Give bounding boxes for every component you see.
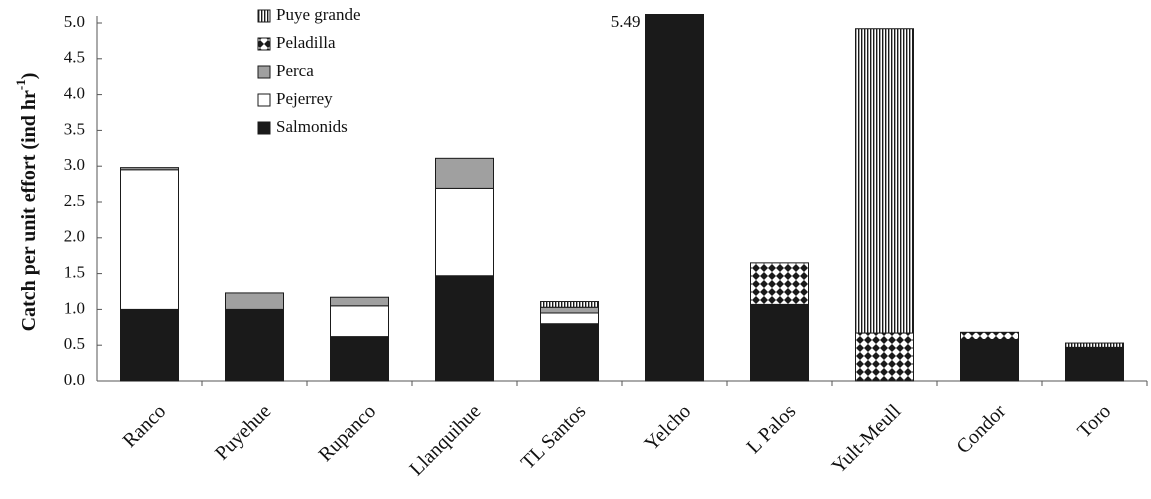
value-label: 5.49	[611, 12, 641, 31]
bar-segment	[330, 336, 389, 382]
bar-segment	[330, 305, 389, 338]
legend-label: Pejerrey	[276, 89, 333, 108]
x-tick-label: Puyehue	[211, 400, 275, 464]
legend-swatch	[257, 65, 271, 79]
legend-label: Salmonids	[276, 117, 348, 136]
bar-segment	[1065, 346, 1124, 382]
legend-swatch	[257, 93, 271, 107]
bar-segment	[435, 275, 494, 382]
y-label-end: )	[18, 73, 40, 80]
bar-segment	[645, 14, 704, 382]
bar-segment	[540, 306, 599, 314]
y-tick-label: 2.5	[64, 191, 85, 210]
y-axis-label: Catch per unit effort (ind hr-1)	[13, 73, 40, 332]
legend-swatch	[257, 9, 271, 23]
y-tick-label: 3.0	[64, 155, 85, 174]
bar-segment	[435, 187, 494, 277]
y-tick-label: 0.5	[64, 334, 85, 353]
x-tick-label: Yelcho	[640, 400, 695, 455]
legend-swatch	[257, 121, 271, 135]
y-tick-label: 1.5	[64, 263, 85, 282]
y-label-text: Catch per unit effort (ind hr	[18, 90, 40, 331]
x-tick-label: L Palos	[742, 400, 800, 458]
bar-segment	[960, 331, 1019, 340]
x-tick-label: Rupanco	[314, 400, 380, 466]
y-label-superscript: -1	[13, 79, 28, 90]
bar-segment	[120, 169, 179, 310]
bar-segment	[960, 338, 1019, 382]
y-tick-label: 0.0	[64, 370, 85, 389]
bar-segment	[540, 323, 599, 382]
y-tick-label: 2.0	[64, 227, 85, 246]
x-tick-label: Llanquihue	[405, 400, 485, 480]
x-tick-label: Toro	[1073, 400, 1115, 442]
bar-segment	[225, 292, 284, 310]
legend-label: Puye grande	[276, 5, 361, 24]
bar-segment	[540, 301, 599, 308]
bar-segment	[540, 312, 599, 325]
x-tick-label: Condor	[952, 400, 1010, 458]
x-tick-label: Yult-Meull	[828, 400, 906, 478]
legend-label: Peladilla	[276, 33, 336, 52]
y-tick-label: 3.5	[64, 119, 85, 138]
bar-segment	[750, 262, 809, 305]
y-tick-label: 4.0	[64, 84, 85, 103]
bar-segment	[120, 167, 179, 171]
bar-segment	[750, 303, 809, 382]
y-tick-label: 5.0	[64, 12, 85, 31]
x-tick-label: TL Santos	[517, 400, 591, 474]
legend-swatch	[257, 37, 271, 51]
y-tick-label: 1.0	[64, 298, 85, 317]
bar-segment	[435, 157, 494, 189]
bar-segment	[120, 308, 179, 382]
x-tick-label: Ranco	[119, 400, 171, 452]
bar-segment	[330, 296, 389, 307]
bar-segment	[1065, 342, 1124, 348]
bar-segment	[225, 308, 284, 382]
legend-label: Perca	[276, 61, 314, 80]
bar-segment	[855, 332, 914, 382]
y-tick-label: 4.5	[64, 48, 85, 67]
bar-segment	[855, 28, 914, 334]
plot-area	[120, 14, 1124, 382]
